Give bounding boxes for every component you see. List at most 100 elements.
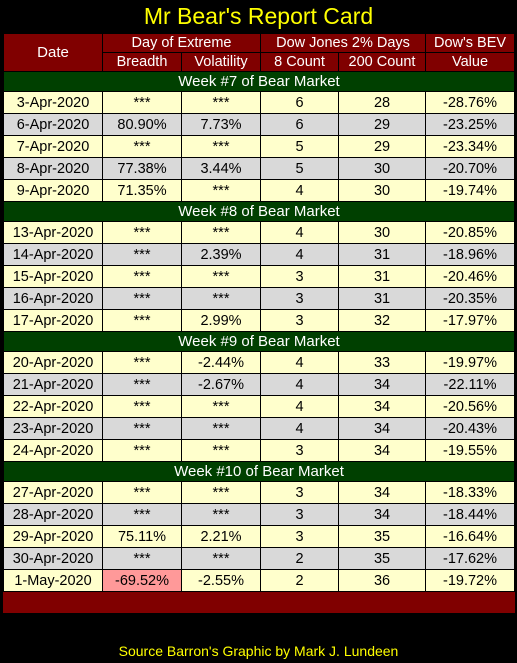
volatility-cell: *** bbox=[180, 503, 262, 526]
week-header-row: Week #9 of Bear Market bbox=[2, 331, 516, 352]
breadth-cell: *** bbox=[102, 395, 182, 418]
table-row: 7-Apr-2020 *** *** 5 29 -23.34% bbox=[3, 135, 516, 158]
count8-cell: 3 bbox=[260, 481, 340, 504]
count200-cell: 30 bbox=[338, 221, 427, 244]
breadth-cell: *** bbox=[102, 243, 182, 266]
count8-cell: 3 bbox=[260, 287, 340, 310]
count8-cell: 6 bbox=[260, 91, 340, 114]
date-cell: 30-Apr-2020 bbox=[3, 547, 103, 570]
header-dow-days: Dow Jones 2% Days bbox=[260, 33, 427, 53]
table-row: 8-Apr-2020 77.38% 3.44% 5 30 -20.70% bbox=[3, 157, 516, 180]
table-row: 28-Apr-2020 *** *** 3 34 -18.44% bbox=[3, 503, 516, 526]
week-label: Week #7 of Bear Market bbox=[2, 71, 516, 92]
count200-cell: 35 bbox=[338, 525, 427, 548]
header-volatility: Volatility bbox=[180, 52, 262, 72]
count200-cell: 28 bbox=[338, 91, 427, 114]
count8-cell: 5 bbox=[260, 135, 340, 158]
breadth-cell: *** bbox=[102, 91, 182, 114]
table-row: 9-Apr-2020 71.35% *** 4 30 -19.74% bbox=[3, 179, 516, 202]
bev-cell: -20.46% bbox=[425, 265, 516, 288]
count8-cell: 4 bbox=[260, 179, 340, 202]
table-row: 17-Apr-2020 *** 2.99% 3 32 -17.97% bbox=[3, 309, 516, 332]
count200-cell: 34 bbox=[338, 439, 427, 462]
count200-cell: 34 bbox=[338, 417, 427, 440]
header-bev-top: Dow's BEV bbox=[425, 33, 516, 53]
breadth-cell: *** bbox=[102, 373, 182, 396]
count200-cell: 32 bbox=[338, 309, 427, 332]
date-cell: 6-Apr-2020 bbox=[3, 113, 103, 136]
bev-cell: -23.25% bbox=[425, 113, 516, 136]
count8-cell: 4 bbox=[260, 351, 340, 374]
breadth-cell: *** bbox=[102, 503, 182, 526]
count200-cell: 34 bbox=[338, 373, 427, 396]
header-breadth: Breadth bbox=[102, 52, 182, 72]
table-row: 30-Apr-2020 *** *** 2 35 -17.62% bbox=[3, 547, 516, 570]
count8-cell: 4 bbox=[260, 221, 340, 244]
count8-cell: 4 bbox=[260, 243, 340, 266]
count200-cell: 30 bbox=[338, 179, 427, 202]
date-cell: 29-Apr-2020 bbox=[3, 525, 103, 548]
count8-cell: 4 bbox=[260, 395, 340, 418]
bev-cell: -18.96% bbox=[425, 243, 516, 266]
count200-cell: 31 bbox=[338, 287, 427, 310]
bev-cell: -18.33% bbox=[425, 481, 516, 504]
date-cell: 21-Apr-2020 bbox=[3, 373, 103, 396]
bev-cell: -20.56% bbox=[425, 395, 516, 418]
bev-cell: -23.34% bbox=[425, 135, 516, 158]
date-cell: 27-Apr-2020 bbox=[3, 481, 103, 504]
count8-cell: 4 bbox=[260, 373, 340, 396]
week-header-row: Week #10 of Bear Market bbox=[2, 461, 516, 482]
table-row: 3-Apr-2020 *** *** 6 28 -28.76% bbox=[3, 91, 516, 114]
count200-cell: 31 bbox=[338, 265, 427, 288]
count200-cell: 33 bbox=[338, 351, 427, 374]
table-row: 24-Apr-2020 *** *** 3 34 -19.55% bbox=[3, 439, 516, 462]
week-label: Week #8 of Bear Market bbox=[2, 201, 516, 222]
date-cell: 14-Apr-2020 bbox=[3, 243, 103, 266]
date-cell: 15-Apr-2020 bbox=[3, 265, 103, 288]
bev-cell: -18.44% bbox=[425, 503, 516, 526]
count8-cell: 3 bbox=[260, 309, 340, 332]
count200-cell: 30 bbox=[338, 157, 427, 180]
source-credit: Source Barron's Graphic by Mark J. Lunde… bbox=[118, 643, 399, 659]
count200-cell: 34 bbox=[338, 395, 427, 418]
volatility-cell: *** bbox=[180, 91, 262, 114]
volatility-cell: *** bbox=[180, 179, 262, 202]
bev-cell: -17.62% bbox=[425, 547, 516, 570]
count200-cell: 35 bbox=[338, 547, 427, 570]
count8-cell: 2 bbox=[260, 547, 340, 570]
breadth-cell: 80.90% bbox=[102, 113, 182, 136]
breadth-cell: *** bbox=[102, 265, 182, 288]
volatility-cell: *** bbox=[180, 439, 262, 462]
table-row: 1-May-2020 -69.52% -2.55% 2 36 -19.72% bbox=[3, 569, 516, 592]
breadth-cell: 77.38% bbox=[102, 157, 182, 180]
breadth-cell: *** bbox=[102, 309, 182, 332]
bev-cell: -22.11% bbox=[425, 373, 516, 396]
breadth-cell: *** bbox=[102, 287, 182, 310]
table-row: 15-Apr-2020 *** *** 3 31 -20.46% bbox=[3, 265, 516, 288]
table-row: 6-Apr-2020 80.90% 7.73% 6 29 -23.25% bbox=[3, 113, 516, 136]
volatility-cell: *** bbox=[180, 287, 262, 310]
count8-cell: 3 bbox=[260, 265, 340, 288]
breadth-cell: 71.35% bbox=[102, 179, 182, 202]
bev-cell: -19.72% bbox=[425, 569, 516, 592]
week-header-row: Week #8 of Bear Market bbox=[2, 201, 516, 222]
count200-cell: 31 bbox=[338, 243, 427, 266]
table-row: 23-Apr-2020 *** *** 4 34 -20.43% bbox=[3, 417, 516, 440]
volatility-cell: *** bbox=[180, 547, 262, 570]
count8-cell: 4 bbox=[260, 417, 340, 440]
date-cell: 9-Apr-2020 bbox=[3, 179, 103, 202]
volatility-cell: -2.67% bbox=[180, 373, 262, 396]
bev-cell: -20.35% bbox=[425, 287, 516, 310]
date-cell: 23-Apr-2020 bbox=[3, 417, 103, 440]
table-row: 22-Apr-2020 *** *** 4 34 -20.56% bbox=[3, 395, 516, 418]
week-label: Week #9 of Bear Market bbox=[2, 331, 516, 352]
count200-cell: 29 bbox=[338, 135, 427, 158]
bev-cell: -28.76% bbox=[425, 91, 516, 114]
breadth-cell: *** bbox=[102, 417, 182, 440]
date-cell: 8-Apr-2020 bbox=[3, 157, 103, 180]
bev-cell: -19.74% bbox=[425, 179, 516, 202]
volatility-cell: -2.44% bbox=[180, 351, 262, 374]
volatility-cell: 2.99% bbox=[180, 309, 262, 332]
header-date: Date bbox=[3, 33, 103, 72]
